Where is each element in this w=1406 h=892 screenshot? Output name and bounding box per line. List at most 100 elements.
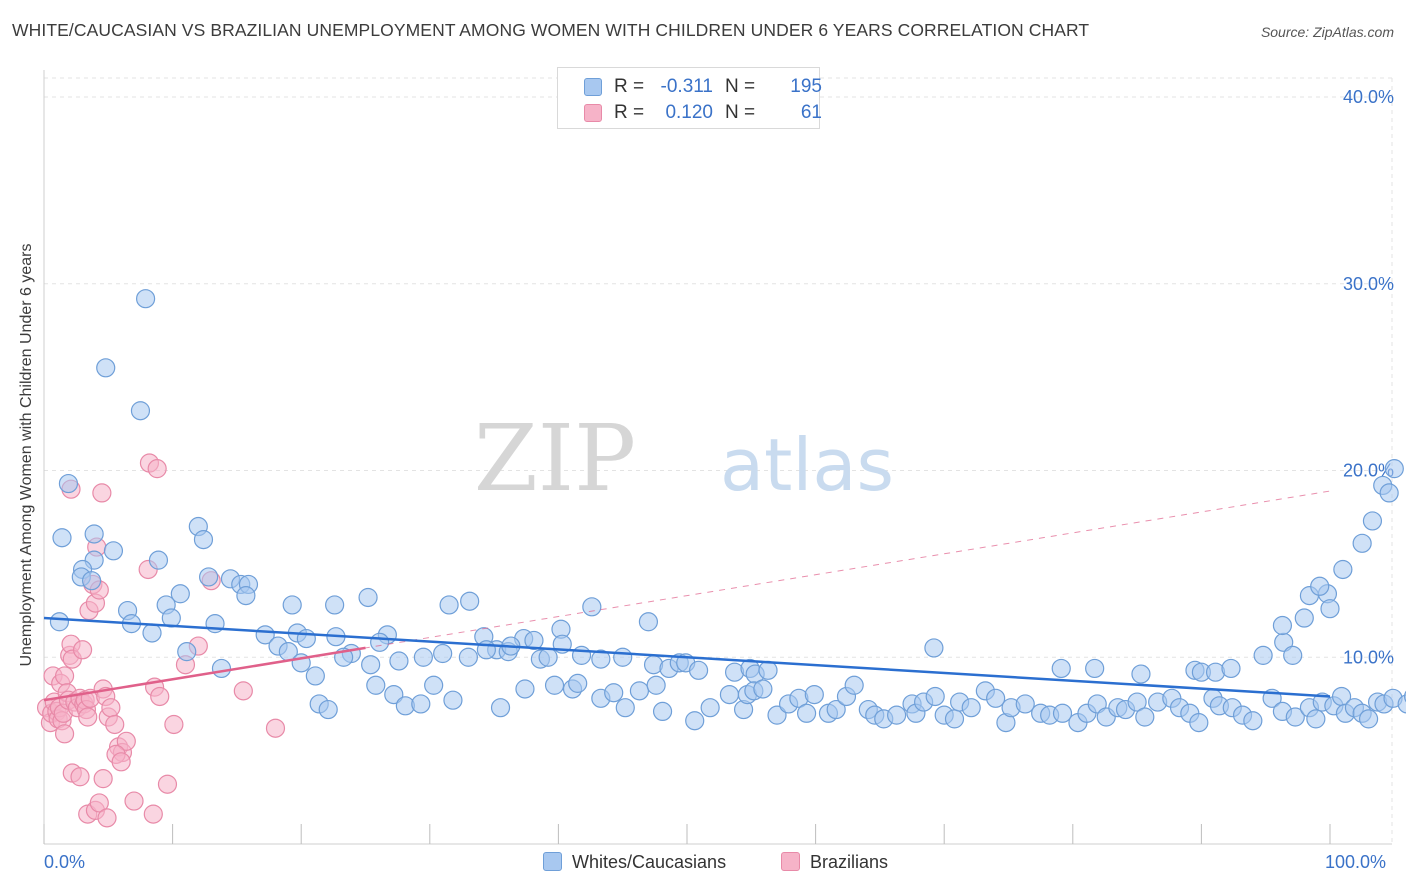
data-point [1131, 664, 1151, 684]
data-point [1253, 645, 1273, 665]
data-point [571, 645, 592, 665]
data-point [389, 651, 409, 671]
data-point [591, 649, 611, 669]
data-point [282, 595, 302, 615]
data-point [84, 524, 104, 544]
data-point [700, 698, 720, 718]
data-point [81, 571, 102, 591]
data-point [1379, 483, 1399, 503]
data-point [101, 698, 121, 718]
data-point [458, 647, 478, 667]
data-point [758, 660, 778, 680]
data-point [804, 684, 824, 705]
data-point [413, 647, 433, 667]
data-point [366, 675, 386, 695]
data-point [105, 714, 125, 735]
data-point [826, 699, 846, 720]
data-point [1085, 658, 1105, 679]
data-point [111, 752, 131, 772]
legend-label-whites: Whites/Caucasians [572, 852, 727, 872]
data-point [361, 655, 381, 675]
legend-swatch-whites [584, 78, 602, 96]
data-point [358, 587, 378, 608]
data-point [1294, 608, 1314, 628]
data-point [1221, 658, 1241, 679]
brazilians-trend-line [43, 646, 366, 702]
data-point [211, 658, 232, 679]
data-point [1306, 709, 1326, 729]
data-point [688, 660, 709, 680]
data-point [1087, 694, 1107, 714]
grid-lines [44, 77, 1393, 844]
x-tick-label-min: 0.0% [44, 852, 86, 872]
watermark: ZIP atlas [474, 405, 894, 512]
data-point [150, 686, 170, 707]
data-point [296, 628, 316, 649]
data-point [325, 595, 345, 615]
data-point [1051, 658, 1071, 679]
y-tick-labels: 10.0% 20.0% 30.0% 40.0% [1343, 87, 1394, 667]
stats-legend: R = -0.311 N = 195 R = 0.120 N = 61 [557, 67, 822, 129]
data-point [1285, 707, 1305, 727]
data-point [1189, 713, 1209, 733]
data-point [1135, 707, 1155, 727]
data-point [924, 638, 944, 658]
data-point [1052, 703, 1073, 723]
data-point [1272, 615, 1293, 636]
data-point [54, 666, 75, 686]
r-label: R = [614, 102, 645, 123]
legend-swatch-brazilians [584, 104, 602, 122]
whites-trend-line [43, 616, 1331, 698]
y-tick-label: 30.0% [1343, 274, 1394, 294]
trend-lines [43, 490, 1331, 702]
r-value: -0.311 [660, 76, 713, 97]
brazilians-points [36, 453, 286, 828]
data-point [1384, 459, 1404, 479]
data-point [844, 675, 864, 695]
y-tick-label: 40.0% [1343, 87, 1394, 107]
data-point [582, 597, 602, 617]
data-point [135, 289, 156, 309]
data-point [193, 529, 214, 550]
y-tick-label: 20.0% [1343, 461, 1394, 481]
data-point [265, 718, 286, 738]
data-point [72, 640, 93, 660]
data-point [143, 804, 163, 824]
legend-swatch-brazilians [781, 852, 800, 871]
data-point [460, 591, 480, 611]
data-point [604, 683, 624, 703]
data-point [199, 567, 219, 587]
data-point [646, 675, 666, 695]
data-point [439, 595, 459, 615]
chart-title: WHITE/CAUCASIAN VS BRAZILIAN UNEMPLOYMEN… [12, 20, 1090, 40]
data-point [1362, 511, 1383, 531]
data-point [233, 681, 253, 701]
data-point [1283, 645, 1303, 665]
data-point [1015, 694, 1035, 714]
data-point [961, 698, 981, 718]
data-point [685, 711, 705, 731]
data-point [116, 731, 136, 751]
data-point [925, 686, 945, 707]
data-point [1310, 576, 1330, 596]
data-point [52, 528, 72, 548]
legend-item-whites: Whites/Caucasians [543, 852, 726, 873]
data-point [1397, 694, 1406, 714]
data-point [490, 698, 511, 718]
data-point [944, 709, 965, 729]
data-point [305, 666, 325, 686]
data-point [767, 705, 787, 725]
data-point [796, 703, 817, 723]
watermark-atlas: atlas [720, 423, 894, 507]
data-point [103, 541, 124, 561]
data-point [524, 630, 544, 651]
data-point [147, 459, 167, 479]
data-point [887, 705, 907, 725]
watermark-zip: ZIP [474, 405, 636, 512]
data-point [130, 401, 151, 421]
data-point [177, 642, 197, 662]
data-point [538, 647, 558, 667]
data-point [638, 612, 659, 632]
data-point [424, 675, 444, 695]
data-point [652, 701, 673, 722]
